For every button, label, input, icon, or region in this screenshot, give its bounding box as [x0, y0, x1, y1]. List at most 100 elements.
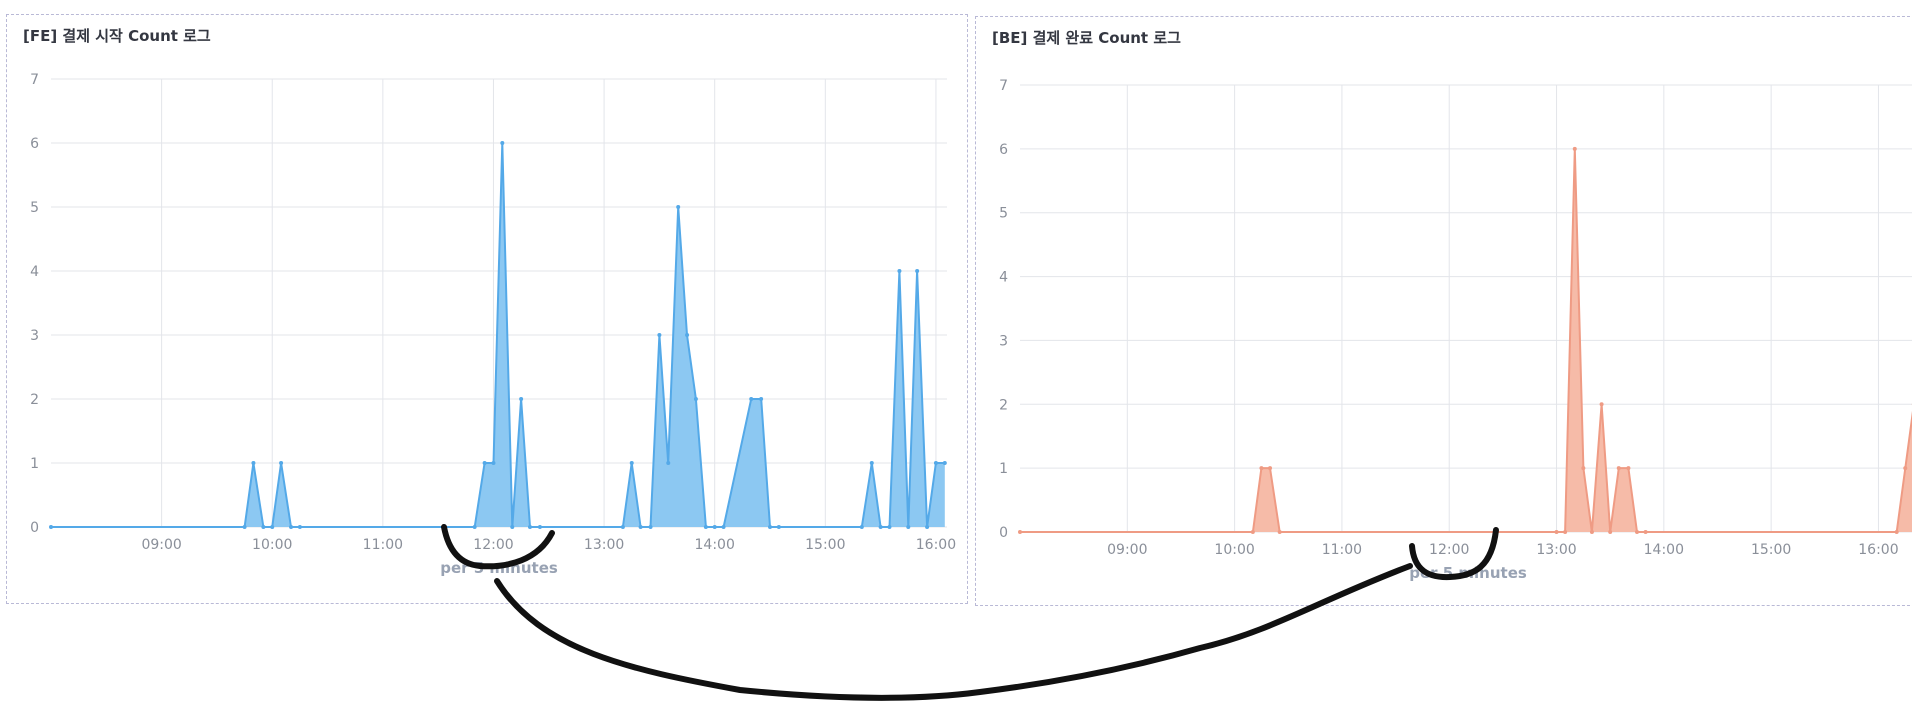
panel-title: [FE] 결제 시작 Count 로그	[23, 27, 211, 45]
be-chart-panel: [BE] 결제 완료 Count 로그 0 1 2 3 4 5 6 7 09:00 10:00 11…	[975, 16, 1912, 606]
x-tick-label: 11:00	[1322, 542, 1362, 558]
data-point	[1563, 530, 1568, 534]
data-point	[657, 333, 662, 337]
data-point	[270, 525, 275, 529]
data-point	[297, 525, 302, 529]
data-point	[1635, 530, 1640, 534]
y-tick-label: 2	[30, 392, 39, 408]
data-point	[869, 461, 874, 465]
y-tick-label: 5	[999, 206, 1008, 222]
data-point	[620, 525, 625, 529]
data-point	[519, 397, 524, 401]
data-point	[925, 525, 930, 529]
be-chart: 0 1 2 3 4 5 6 7 09:00 10:00 11:00 12:00 13:00 14:00 15…	[999, 78, 1912, 582]
data-point	[906, 525, 911, 529]
y-tick-label: 1	[999, 461, 1008, 477]
fe-chart-panel: [FE] 결제 시작 Count 로그 0 1 2 3 4 5 6 7 09:00 10:00 11…	[6, 14, 968, 604]
data-point	[1608, 530, 1613, 534]
data-point	[242, 525, 247, 529]
data-point	[527, 525, 532, 529]
data-point	[933, 461, 938, 465]
y-tick-label: 4	[30, 264, 39, 280]
x-tick-label: 16:00	[1858, 542, 1898, 558]
data-point	[1554, 530, 1559, 534]
x-tick-label: 15:00	[805, 537, 845, 553]
data-point	[482, 461, 487, 465]
data-point	[776, 525, 781, 529]
data-point	[251, 461, 256, 465]
data-point	[1589, 530, 1594, 534]
y-tick-label: 6	[30, 136, 39, 152]
data-point	[648, 525, 653, 529]
data-point	[279, 461, 284, 465]
x-tick-label: 09:00	[141, 537, 181, 553]
data-point	[537, 525, 542, 529]
y-tick-label: 1	[30, 456, 39, 472]
data-point	[749, 397, 754, 401]
y-tick-label: 3	[30, 328, 39, 344]
data-point	[1250, 530, 1255, 534]
data-point	[878, 525, 883, 529]
data-point	[261, 525, 266, 529]
fe-chart: 0 1 2 3 4 5 6 7 09:00 10:00 11:00 12:00 13:00 14:00 15…	[30, 72, 956, 577]
data-point	[1259, 466, 1264, 471]
data-point	[666, 461, 671, 465]
data-point	[629, 461, 634, 465]
panel-title: [BE] 결제 완료 Count 로그	[992, 29, 1181, 47]
data-point	[1572, 146, 1577, 151]
data-point	[942, 461, 947, 465]
data-point	[500, 141, 505, 145]
x-tick-label: 09:00	[1107, 542, 1147, 558]
y-tick-label: 2	[999, 397, 1008, 413]
data-point	[897, 269, 902, 273]
x-tick-label: 13:00	[1536, 542, 1576, 558]
data-point	[491, 461, 496, 465]
y-tick-label: 4	[999, 270, 1008, 286]
data-point	[676, 205, 681, 209]
x-tick-label: 12:00	[1429, 542, 1469, 558]
x-tick-label: 16:00	[916, 537, 956, 553]
data-point	[685, 333, 690, 337]
y-tick-label: 6	[999, 142, 1008, 158]
data-point	[768, 525, 773, 529]
data-point	[712, 525, 717, 529]
x-tick-label: 10:00	[1214, 542, 1254, 558]
y-tick-label: 7	[30, 72, 39, 88]
data-point	[915, 269, 920, 273]
x-tick-label: 15:00	[1751, 542, 1791, 558]
data-point	[887, 525, 892, 529]
x-tick-label: 14:00	[695, 537, 735, 553]
data-point	[1903, 466, 1908, 471]
data-point	[759, 397, 764, 401]
data-point	[1626, 466, 1631, 471]
data-point	[472, 525, 477, 529]
data-point	[289, 525, 294, 529]
data-point	[49, 525, 53, 529]
data-point	[1018, 530, 1022, 534]
x-tick-label: 14:00	[1644, 542, 1684, 558]
y-tick-label: 7	[999, 78, 1008, 94]
data-point	[1616, 466, 1621, 471]
x-tick-label: 13:00	[584, 537, 624, 553]
x-tick-label: 10:00	[252, 537, 292, 553]
data-point	[1581, 466, 1586, 471]
data-point	[721, 525, 726, 529]
data-point	[638, 525, 643, 529]
y-tick-label: 3	[999, 333, 1008, 349]
data-point	[703, 525, 708, 529]
y-tick-label: 0	[999, 525, 1008, 541]
x-tick-label: 11:00	[363, 537, 403, 553]
data-point	[510, 525, 515, 529]
data-point	[1268, 466, 1273, 471]
data-point	[1599, 402, 1604, 407]
data-point	[1643, 530, 1648, 534]
x-axis-label: per 5 minutes	[440, 559, 558, 577]
y-tick-label: 0	[30, 520, 39, 536]
x-tick-label: 12:00	[473, 537, 513, 553]
x-axis-label: per 5 minutes	[1409, 564, 1527, 582]
y-tick-label: 5	[30, 200, 39, 216]
data-point	[1894, 530, 1899, 534]
data-point	[859, 525, 864, 529]
data-point	[693, 397, 698, 401]
data-point	[1277, 530, 1282, 534]
